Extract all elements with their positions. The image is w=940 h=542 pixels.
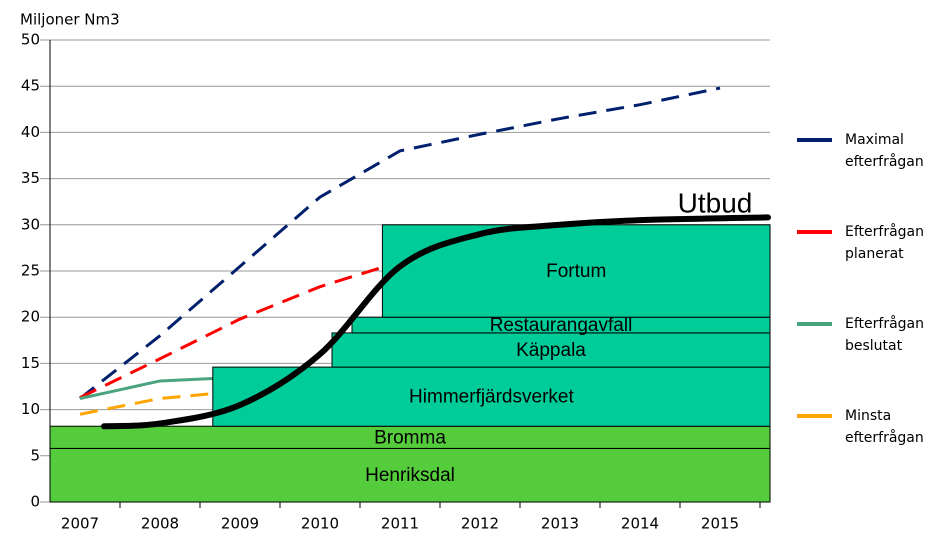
x-tick-label: 2009 [221,515,259,533]
y-tick-label: 50 [21,31,40,49]
series-line [79,86,721,400]
block-label: Käppala [516,340,586,361]
y-tick-label: 30 [21,215,40,233]
supply-label: Utbud [678,187,753,218]
y-tick-label: 10 [21,400,40,418]
legend-label: Maximal efterfrågan [845,132,924,170]
legend-label: Efterfrågan beslutat [845,316,924,354]
supply-block [331,332,771,368]
x-tick-label: 2011 [381,515,419,533]
legend-label: Efterfrågan planerat [845,224,924,262]
block-label: Himmerfjärdsverket [409,387,574,408]
y-tick-label: 5 [30,446,40,464]
supply-block [49,447,771,503]
block-label: Restaurangavfall [490,315,633,336]
y-tick-label: 15 [21,354,40,372]
x-tick-label: 2010 [301,515,339,533]
y-tick-label: 20 [21,308,40,326]
y-tick-label: 45 [21,77,40,95]
y-tick-label: 0 [30,493,40,511]
block-label: Bromma [374,427,446,448]
x-tick-label: 2014 [621,515,659,533]
y-axis-title: Miljoner Nm3 [20,11,120,29]
supply-line [101,214,771,430]
x-tick-label: 2015 [701,515,739,533]
x-tick-label: 2008 [141,515,179,533]
y-tick-label: 25 [21,262,40,280]
block-label: Henriksdal [365,465,455,486]
x-tick-label: 2013 [541,515,579,533]
supply-block [212,366,771,427]
block-label: Fortum [546,261,606,282]
legend-label: Minsta efterfrågan [845,408,924,446]
y-tick-label: 35 [21,169,40,187]
x-tick-label: 2012 [461,515,499,533]
x-tick-label: 2007 [61,515,99,533]
y-tick-label: 40 [21,123,40,141]
series-line [79,260,401,399]
